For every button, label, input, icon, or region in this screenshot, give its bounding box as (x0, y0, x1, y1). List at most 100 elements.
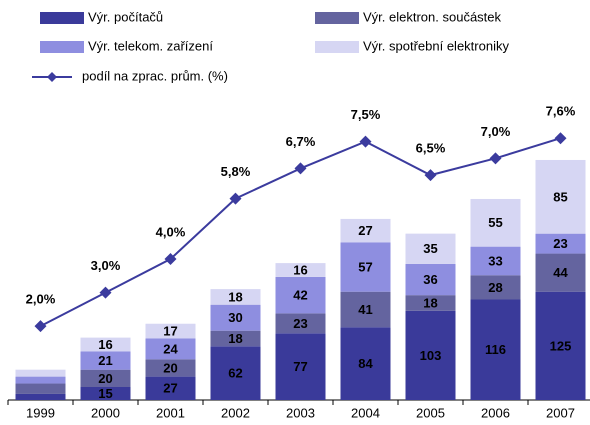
legend-swatch (40, 41, 84, 53)
data-label: 20 (98, 371, 112, 386)
legend-swatch (315, 12, 359, 24)
bar-segment (405, 263, 456, 296)
bar-segment (405, 233, 456, 264)
bar-segment (340, 327, 391, 400)
legend-swatch (315, 41, 359, 53)
legend-swatch (40, 12, 84, 24)
line-marker (229, 192, 242, 205)
legend-label: Výr. telekom. zařízení (88, 38, 213, 53)
bar-segment (80, 387, 131, 400)
data-label: 116 (485, 342, 506, 357)
data-label: 5,8% (221, 164, 251, 179)
data-label: 18 (228, 331, 242, 346)
bar-segment (15, 393, 66, 400)
data-label: 55 (488, 215, 502, 230)
bar-segment (145, 359, 196, 377)
data-label: 7,6% (546, 104, 576, 119)
data-label: 15 (98, 386, 112, 401)
bar-segment (15, 369, 66, 377)
data-label: 6,7% (286, 134, 316, 149)
line-marker (294, 162, 307, 175)
data-label: 18 (423, 295, 437, 310)
data-label: 42 (293, 288, 307, 303)
bar-segment (15, 376, 66, 384)
bar-segment (15, 383, 66, 394)
data-label: 24 (163, 341, 178, 356)
x-tick-label: 2004 (351, 405, 380, 420)
line-marker (99, 286, 112, 299)
bar-segment (470, 299, 521, 400)
data-label: 7,0% (481, 124, 511, 139)
bar-segment (210, 289, 261, 305)
x-tick-label: 2001 (156, 405, 185, 420)
data-label: 36 (423, 272, 437, 287)
bar-segment (470, 275, 521, 300)
line-marker (554, 132, 567, 145)
data-label: 3,0% (91, 258, 121, 273)
line-marker (359, 135, 372, 148)
bar-segment (340, 291, 391, 328)
x-tick-label: 2007 (546, 405, 575, 420)
bar-segment (145, 323, 196, 339)
legend-marker (47, 72, 57, 82)
data-label: 84 (358, 356, 373, 371)
legend-label: Výr. elektron. součástek (363, 9, 502, 24)
data-label: 41 (358, 302, 372, 317)
x-tick-label: 2003 (286, 405, 315, 420)
x-tick-label: 2002 (221, 405, 250, 420)
bar-segment (145, 338, 196, 360)
line-marker (34, 320, 47, 333)
bar-segment (275, 333, 326, 400)
data-label: 6,5% (416, 141, 446, 156)
bar-segment (80, 337, 131, 352)
data-label: 103 (420, 348, 442, 363)
bar-segment (145, 376, 196, 400)
data-label: 23 (553, 236, 567, 251)
data-label: 4,0% (156, 224, 186, 239)
data-label: 57 (358, 259, 372, 274)
data-label: 21 (98, 353, 112, 368)
bar-segment (80, 351, 131, 370)
bar-segment (535, 233, 586, 254)
x-tick-label: 2005 (416, 405, 445, 420)
bar-segment (405, 310, 456, 400)
bar-segment (535, 253, 586, 292)
data-label: 33 (488, 253, 502, 268)
x-tick-label: 2000 (91, 405, 120, 420)
data-label: 16 (293, 262, 307, 277)
legend-label: Výr. počítačů (88, 9, 163, 24)
legend-label: Výr. spotřební elektroniky (363, 38, 509, 53)
bar-segment (535, 159, 586, 234)
data-label: 35 (423, 241, 437, 256)
data-label: 18 (228, 289, 242, 304)
bar-segment (340, 242, 391, 292)
bar-segment (210, 330, 261, 347)
bar-segment (275, 313, 326, 334)
bar-segment (210, 304, 261, 331)
x-tick-label: 2006 (481, 405, 510, 420)
legend-label: podíl na zprac. prům. (%) (82, 68, 228, 83)
bar-segment (275, 263, 326, 277)
data-label: 23 (293, 316, 307, 331)
line-marker (424, 169, 437, 182)
data-label: 28 (488, 280, 502, 295)
bar-segment (535, 291, 586, 400)
data-label: 17 (163, 324, 177, 339)
data-label: 125 (550, 338, 572, 353)
bar-segment (470, 198, 521, 247)
data-label: 62 (228, 366, 242, 381)
data-label: 27 (358, 223, 372, 238)
line-marker (164, 253, 177, 266)
data-label: 20 (163, 360, 177, 375)
bar-segment (405, 295, 456, 311)
bar-segment (470, 246, 521, 276)
data-label: 27 (163, 381, 177, 396)
line-marker (489, 152, 502, 165)
bar-segment (340, 218, 391, 243)
data-label: 44 (553, 265, 568, 280)
bar-segment (210, 346, 261, 400)
data-label: 7,5% (351, 107, 381, 122)
data-label: 85 (553, 189, 567, 204)
data-label: 30 (228, 310, 242, 325)
